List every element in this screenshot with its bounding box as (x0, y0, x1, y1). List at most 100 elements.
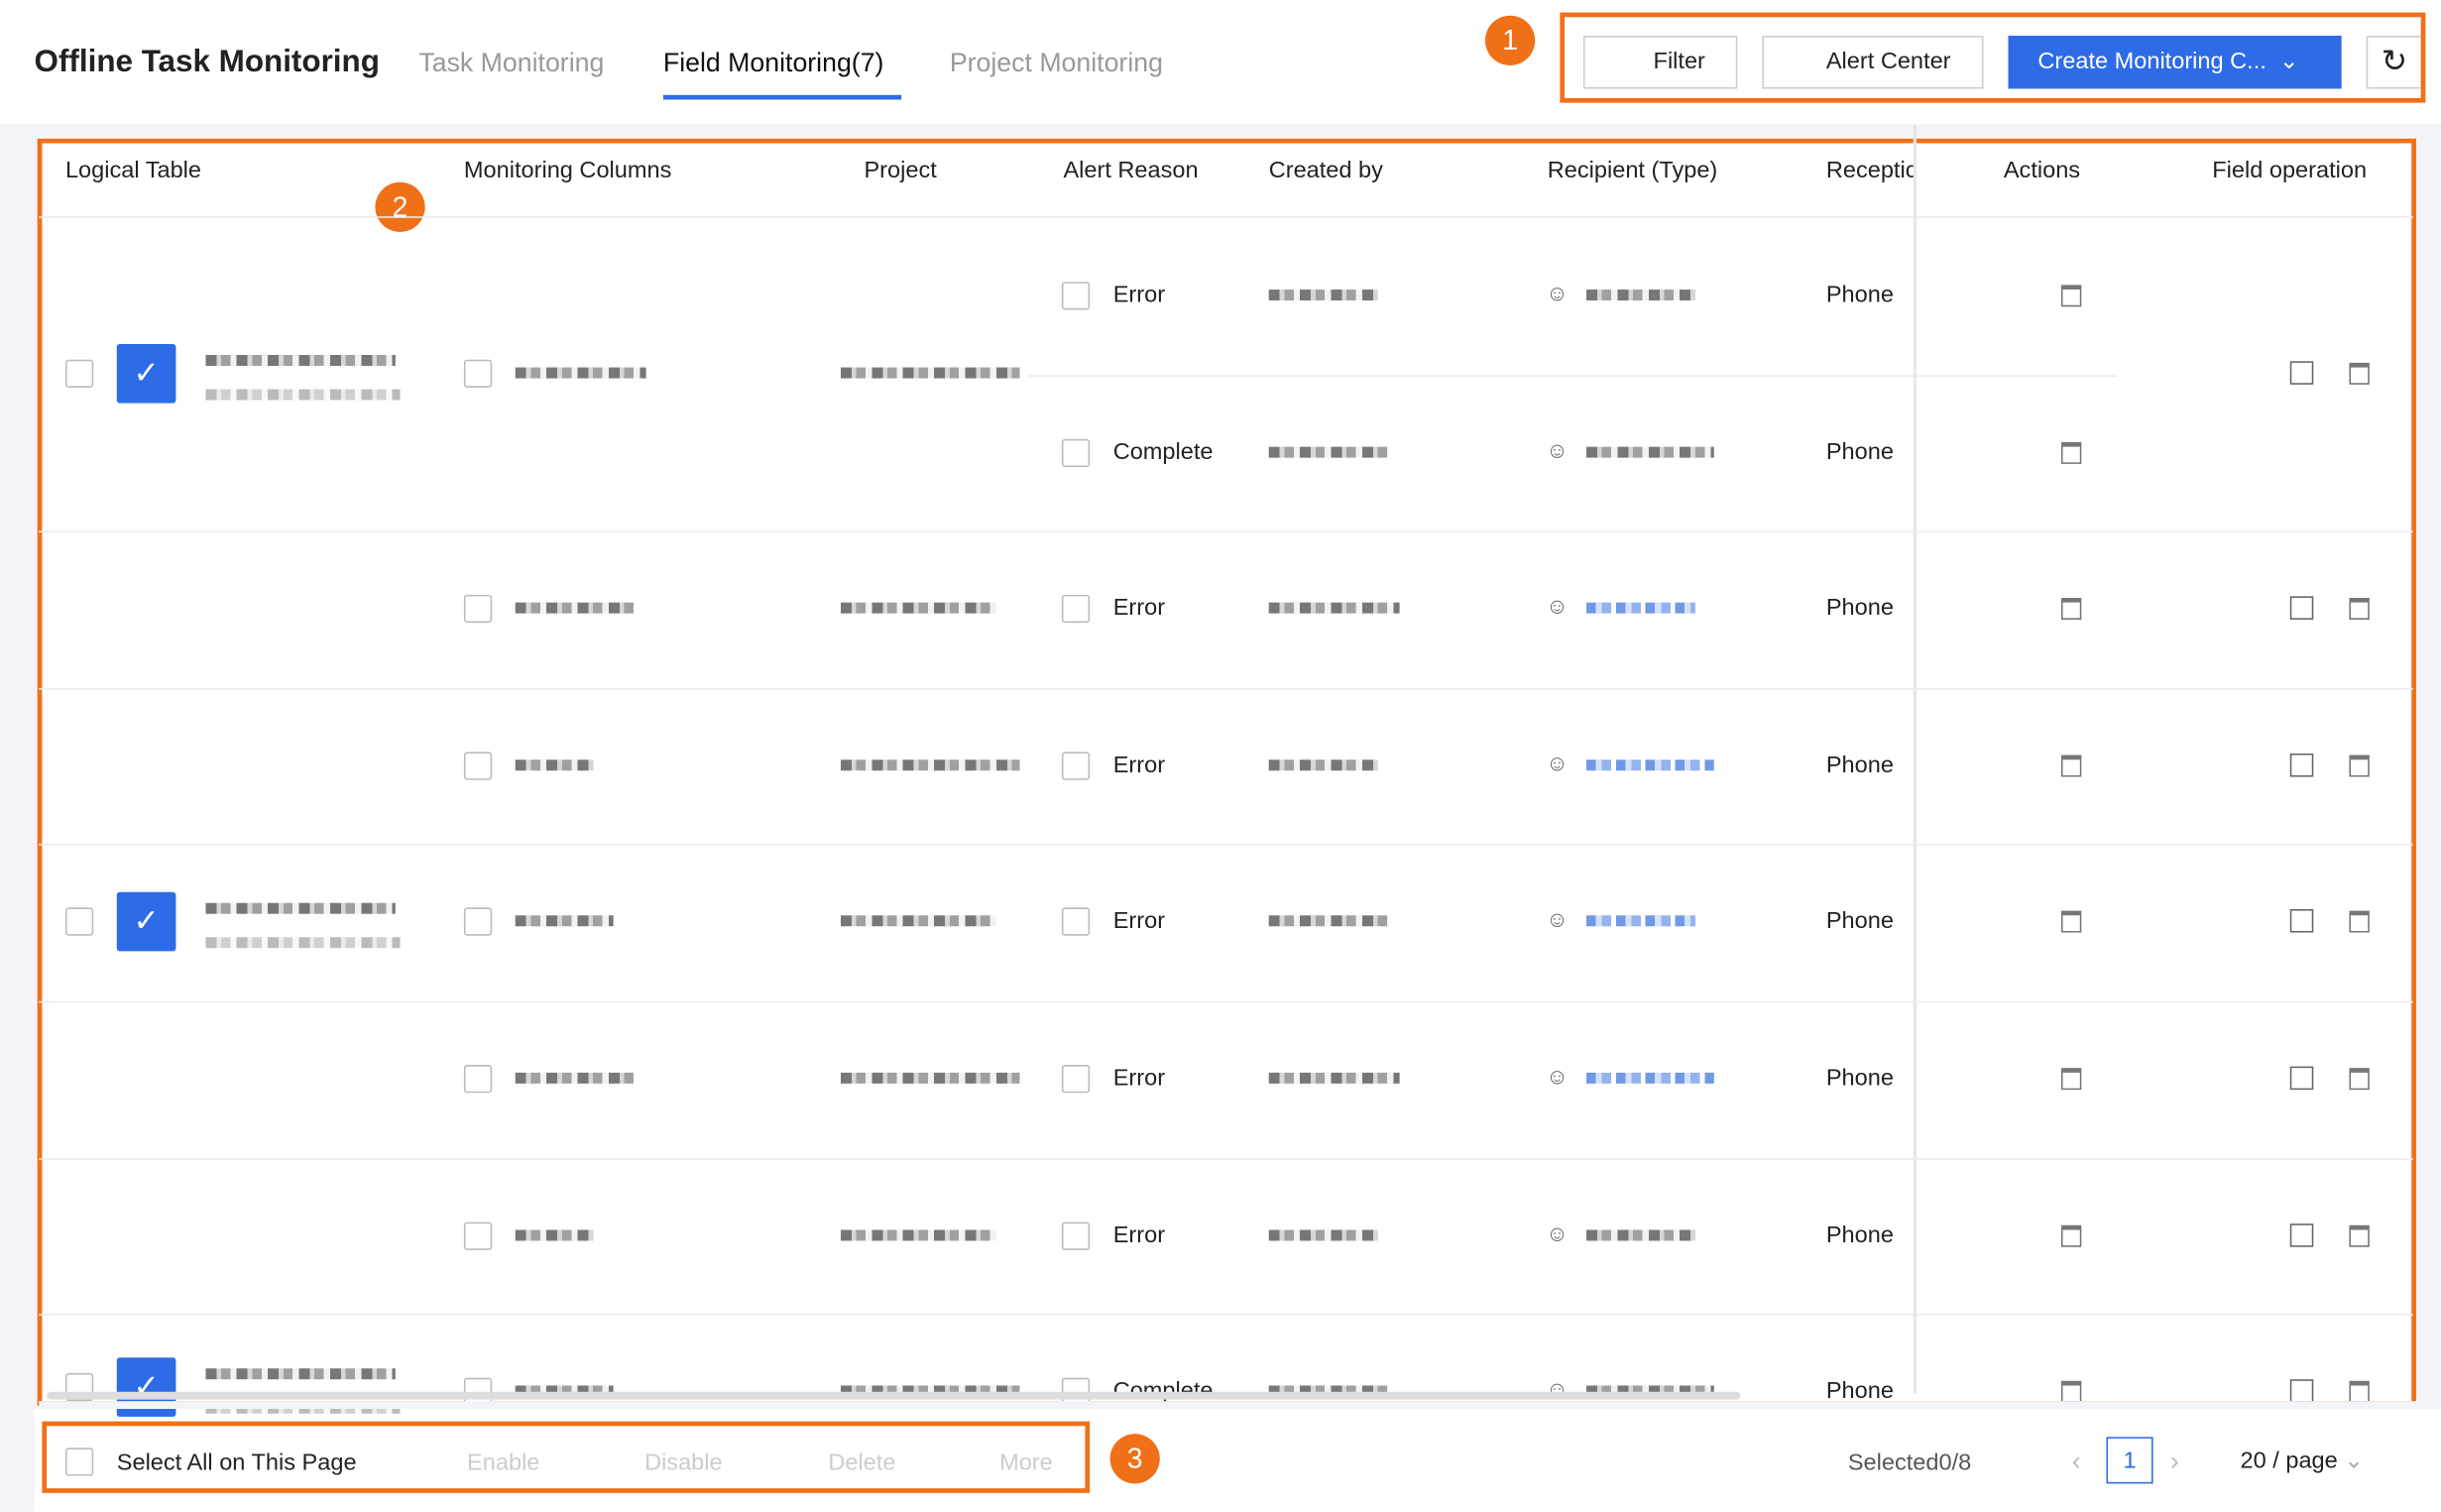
tab[interactable]: Project Monitoring (949, 48, 1163, 78)
alert-reason: Error (1112, 595, 1166, 622)
edit-icon[interactable] (2289, 1222, 2314, 1247)
create-button[interactable]: Create Monitoring C... ⌄ (2008, 36, 2342, 89)
delete-icon[interactable] (2349, 1224, 2370, 1247)
project (840, 915, 996, 927)
delete-icon[interactable] (2060, 911, 2082, 934)
checkbox[interactable] (463, 1065, 493, 1094)
divider (39, 530, 2413, 533)
table-clip (39, 1401, 2421, 1410)
divider (39, 844, 2413, 847)
prev-page[interactable]: ‹ (2071, 1446, 2081, 1476)
recipient-icon: ☺ (1546, 593, 1569, 619)
reception: Phone (1825, 282, 1894, 308)
monitoring-column (515, 758, 594, 770)
divider (39, 687, 2413, 690)
logical-table-name (205, 902, 396, 914)
recipient (1586, 446, 1714, 458)
delete-icon[interactable] (2349, 755, 2370, 777)
delete-icon[interactable] (2349, 911, 2370, 934)
checkbox[interactable] (1061, 438, 1091, 467)
recipient-icon: ☺ (1546, 1220, 1569, 1245)
alert-reason: Complete (1113, 1378, 1214, 1405)
alert-reason: Error (1112, 1221, 1166, 1248)
checkbox[interactable] (1061, 1065, 1091, 1094)
recipient (1586, 602, 1695, 614)
edit-icon[interactable] (2289, 909, 2314, 934)
alert-center-button[interactable]: Alert Center (1762, 36, 1984, 89)
annotation-badge: 1 (1484, 15, 1536, 65)
delete-icon[interactable] (2060, 285, 2082, 307)
monitoring-column (515, 1385, 614, 1397)
next-page[interactable]: › (2169, 1446, 2179, 1476)
bulk-action[interactable]: Delete (828, 1449, 896, 1476)
divider (39, 1000, 2413, 1003)
project (840, 758, 1020, 770)
edit-icon[interactable] (2289, 361, 2314, 386)
edit-icon[interactable] (2289, 1066, 2314, 1091)
created-by (1268, 602, 1400, 614)
edit-icon[interactable] (2289, 596, 2314, 621)
reception: Phone (1825, 1221, 1894, 1248)
checkbox[interactable] (1061, 595, 1091, 624)
checkbox[interactable] (463, 595, 493, 624)
delete-icon[interactable] (2060, 1068, 2082, 1091)
checkbox[interactable] (64, 907, 94, 936)
delete-icon[interactable] (2060, 1224, 2082, 1247)
bulk-action[interactable]: Disable (644, 1449, 723, 1476)
column-header: Logical Table (64, 157, 202, 184)
highlight-box (1560, 12, 2426, 103)
annotation-badge: 3 (1109, 1434, 1160, 1484)
delete-icon[interactable] (2060, 755, 2082, 777)
checkbox[interactable] (1061, 282, 1091, 310)
filter-button[interactable]: Filter (1582, 36, 1738, 89)
footer-bar (34, 1409, 2441, 1512)
edit-icon[interactable] (2289, 1379, 2314, 1404)
checkbox[interactable] (1061, 1221, 1091, 1250)
created-by (1268, 290, 1378, 301)
recipient-icon: ☺ (1546, 906, 1569, 932)
checkbox[interactable] (463, 360, 493, 389)
reception: Phone (1825, 908, 1894, 935)
delete-icon[interactable] (2060, 1381, 2082, 1404)
delete-icon[interactable] (2349, 598, 2370, 621)
delete-icon[interactable] (2060, 598, 2082, 621)
bulk-action[interactable]: More (999, 1449, 1053, 1476)
project (840, 602, 996, 614)
tab-active[interactable]: Field Monitoring(7) (662, 48, 884, 78)
alert-reason: Error (1112, 1065, 1166, 1092)
tab[interactable]: Task Monitoring (418, 48, 605, 78)
checkbox[interactable] (1061, 908, 1091, 937)
delete-icon[interactable] (2349, 363, 2370, 386)
created-by (1268, 758, 1378, 770)
select-all-label[interactable]: Select All on This Page (116, 1449, 357, 1476)
monitoring-column (515, 915, 614, 927)
column-header: Actions (2003, 157, 2081, 184)
checkbox[interactable] (1061, 752, 1091, 780)
delete-icon[interactable] (2349, 1068, 2370, 1091)
bulk-action[interactable]: Enable (467, 1449, 540, 1476)
delete-icon[interactable] (2349, 1381, 2370, 1404)
created-by (1268, 915, 1389, 927)
created-by (1268, 1385, 1389, 1397)
table-icon: ✓ (116, 891, 176, 952)
page-size-label: 20 / page (2240, 1448, 2338, 1474)
recipient (1586, 1228, 1695, 1240)
recipient-icon: ☺ (1546, 436, 1569, 462)
recipient-icon: ☺ (1546, 280, 1569, 305)
delete-icon[interactable] (2060, 441, 2082, 464)
column-header: Receptic (1825, 157, 1918, 184)
edit-icon[interactable] (2289, 753, 2314, 777)
project (840, 368, 1020, 380)
checkbox[interactable] (463, 1221, 493, 1250)
page-number[interactable]: 1 (2106, 1437, 2153, 1484)
created-by (1268, 446, 1389, 458)
scrollbar (47, 1391, 1741, 1400)
alert-reason: Complete (1112, 438, 1214, 465)
page-size[interactable]: 20 / page ⌄ (2240, 1448, 2365, 1474)
button-label: Alert Center (1825, 48, 1951, 75)
checkbox[interactable] (463, 752, 493, 780)
checkbox[interactable] (64, 1448, 94, 1476)
checkbox[interactable] (463, 908, 493, 937)
checkbox[interactable] (64, 359, 94, 388)
recipient (1586, 290, 1695, 301)
